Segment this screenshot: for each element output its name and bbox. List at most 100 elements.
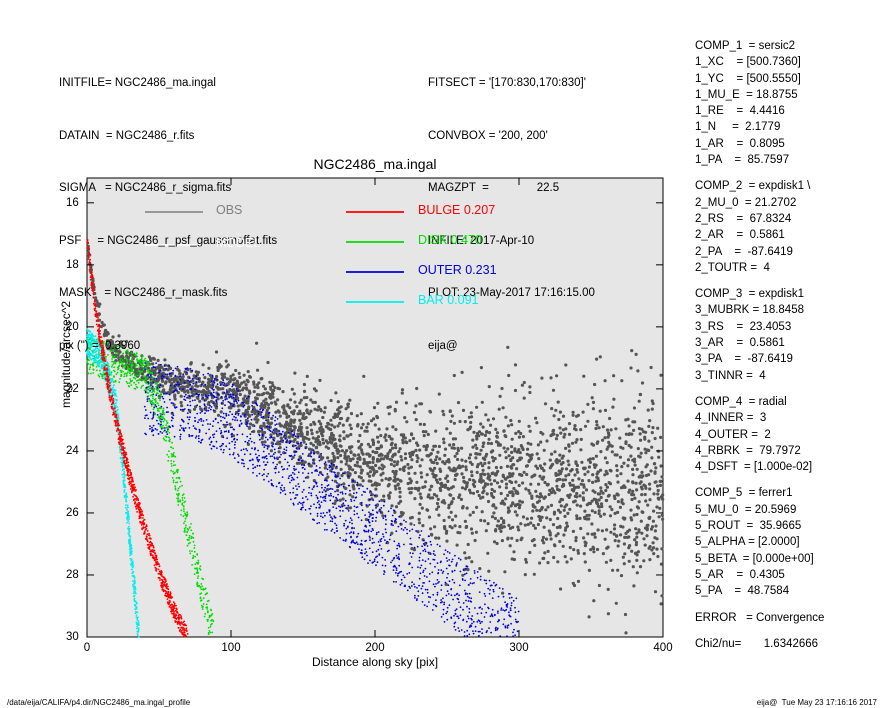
series-point — [510, 602, 513, 604]
series-point — [133, 579, 136, 582]
series-point — [227, 401, 230, 403]
series-point — [191, 434, 194, 437]
obs-point — [582, 374, 586, 378]
obs-point — [359, 412, 363, 416]
series-point — [321, 516, 324, 519]
series-point — [199, 568, 202, 571]
obs-point — [524, 487, 528, 491]
series-point — [189, 395, 191, 398]
obs-point — [276, 429, 280, 433]
series-point — [408, 530, 411, 532]
obs-point — [146, 366, 151, 370]
obs-point — [338, 417, 343, 421]
obs-point — [443, 447, 448, 451]
series-point — [395, 572, 397, 574]
obs-point — [572, 583, 577, 588]
series-point — [423, 548, 426, 551]
obs-point — [507, 454, 511, 458]
series-point — [201, 383, 203, 386]
obs-point — [501, 591, 505, 595]
series-point — [241, 433, 244, 436]
series-point — [120, 375, 123, 377]
series-point — [200, 439, 203, 442]
series-point — [139, 361, 141, 364]
obs-point — [428, 496, 433, 500]
series-point — [339, 537, 341, 539]
obs-point — [295, 405, 299, 409]
series-point — [176, 365, 179, 368]
series-point — [374, 504, 377, 507]
series-point — [267, 480, 270, 483]
series-point — [483, 579, 486, 582]
series-point — [328, 464, 331, 467]
obs-point — [234, 410, 239, 415]
series-point — [156, 407, 159, 410]
series-point — [314, 481, 317, 483]
obs-point — [365, 452, 369, 456]
obs-point — [518, 499, 522, 503]
series-point — [225, 412, 228, 415]
series-point — [281, 430, 284, 433]
series-point — [316, 497, 319, 500]
obs-point — [246, 407, 251, 411]
series-point — [145, 389, 148, 391]
obs-point — [271, 392, 275, 396]
obs-point — [650, 456, 654, 460]
obs-point — [273, 400, 277, 404]
series-point — [162, 417, 164, 420]
obs-point — [555, 374, 559, 378]
obs-point — [238, 375, 242, 379]
series-point — [434, 554, 436, 557]
obs-point — [509, 418, 513, 423]
obs-point — [431, 472, 435, 476]
obs-point — [281, 390, 285, 394]
obs-point — [398, 490, 402, 494]
series-point — [181, 503, 184, 506]
obs-point — [276, 398, 280, 402]
series-point — [284, 438, 287, 440]
obs-point — [336, 400, 340, 404]
series-point — [186, 404, 189, 407]
obs-point — [621, 502, 625, 506]
obs-point — [564, 446, 568, 450]
series-point — [212, 409, 215, 412]
series-point — [147, 372, 150, 375]
series-point — [169, 426, 172, 429]
obs-point — [287, 414, 291, 418]
obs-point — [632, 513, 636, 517]
obs-point — [456, 466, 460, 470]
obs-point — [436, 505, 441, 509]
obs-point — [125, 340, 129, 344]
series-point — [235, 387, 238, 390]
obs-point — [619, 472, 623, 476]
series-point — [210, 608, 212, 611]
series-point — [322, 512, 325, 514]
obs-point — [311, 400, 315, 404]
series-point — [421, 545, 423, 548]
series-point — [237, 389, 240, 392]
series-point — [352, 539, 354, 542]
obs-point — [538, 464, 543, 468]
series-point — [157, 422, 160, 425]
obs-point — [476, 463, 480, 467]
series-point — [197, 562, 200, 565]
series-point — [174, 471, 176, 474]
obs-point — [610, 507, 614, 512]
series-point — [311, 488, 314, 490]
obs-point — [647, 424, 651, 428]
series-point — [196, 404, 199, 407]
series-point — [387, 510, 390, 513]
series-point — [168, 436, 171, 439]
obs-point — [539, 440, 543, 444]
series-point — [125, 374, 128, 376]
series-point — [86, 371, 89, 374]
series-point — [323, 479, 326, 482]
obs-point — [653, 536, 657, 540]
obs-point — [515, 490, 519, 494]
series-point — [350, 498, 352, 501]
series-point — [266, 447, 269, 450]
obs-point — [458, 525, 462, 529]
obs-point — [555, 484, 559, 488]
series-point — [246, 417, 249, 420]
obs-point — [592, 550, 596, 554]
